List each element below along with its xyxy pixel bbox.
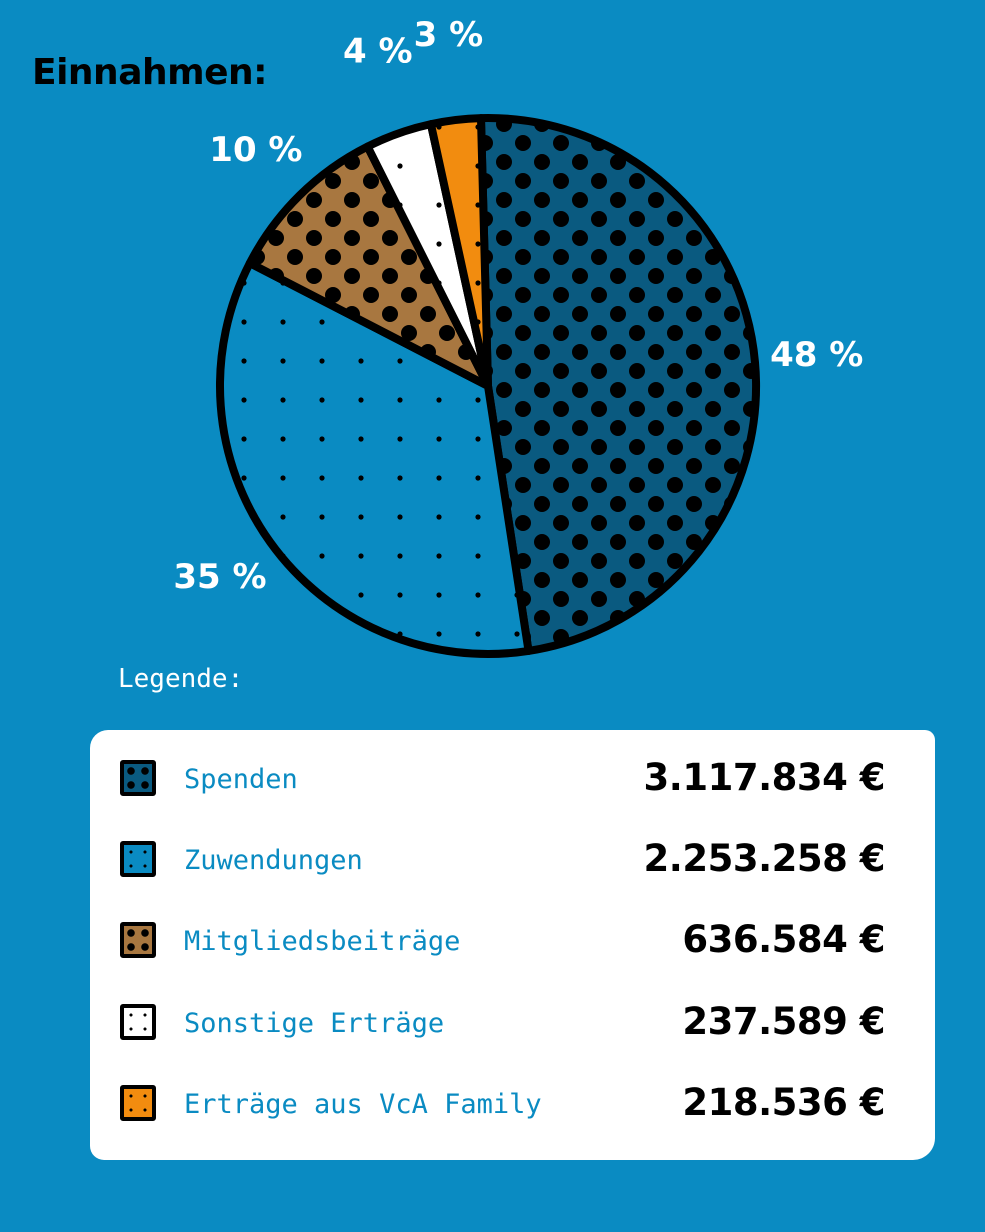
legend-item-mitgliedsbeitraege: Mitgliedsbeiträge 636.584 € — [120, 918, 885, 964]
legend-item-spenden: Spenden 3.117.834 € — [120, 756, 886, 802]
legend-label: Mitgliedsbeiträge — [184, 926, 461, 957]
legend-label: Spenden — [184, 764, 298, 795]
legend-label: Erträge aus VcA Family — [184, 1089, 542, 1120]
legend-label: Sonstige Erträge — [184, 1008, 445, 1039]
legend-amount: 2.253.258 € — [643, 837, 886, 880]
legend-amount: 636.584 € — [682, 918, 885, 961]
pie-percent-label-zuwendungen: 35 % — [173, 557, 266, 597]
legend-heading: Legende: — [118, 664, 244, 694]
pie-percent-labels: 48 % 35 % 10 % 4 % 3 % — [173, 15, 863, 597]
legend-swatch-sonstige-ertraege — [120, 1004, 156, 1040]
pie-slice-mitgliedsbeitraege-pattern — [245, 142, 492, 390]
legend-card — [90, 730, 935, 1160]
legend-swatch-spenden — [120, 760, 156, 796]
legend-amount: 237.589 € — [682, 1000, 885, 1043]
legend-swatch-mitgliedsbeitraege — [120, 922, 156, 958]
pie-percent-label-mitgliedsbeitraege: 10 % — [209, 130, 302, 170]
legend-amount: 218.536 € — [682, 1081, 885, 1124]
pie-percent-label-spenden: 48 % — [770, 335, 863, 375]
legend-amount: 3.117.834 € — [643, 756, 886, 799]
pie-chart: 48 % 35 % 10 % 4 % 3 % — [173, 15, 863, 659]
pie-slice-zuwendungen-pattern — [216, 259, 533, 659]
pie-slice-ertraege-aus-vca-family-pattern — [426, 114, 492, 390]
pie-percent-label-ertraege-aus-vca-family: 3 % — [414, 15, 484, 55]
pie-slice-spenden-pattern — [476, 114, 761, 655]
legend-item-vca-family: Erträge aus VcA Family 218.536 € — [120, 1081, 885, 1127]
pie-percent-label-sonstige-ertraege: 4 % — [343, 31, 413, 71]
legend-label: Zuwendungen — [184, 845, 363, 876]
legend-item-zuwendungen: Zuwendungen 2.253.258 € — [120, 837, 886, 883]
legend-item-sonstige-ertraege: Sonstige Erträge 237.589 € — [120, 1000, 885, 1046]
chart-title: Einnahmen: — [32, 52, 268, 93]
legend-swatch-vca-family — [120, 1085, 156, 1121]
pie-slices — [216, 114, 761, 659]
legend-swatch-zuwendungen — [120, 841, 156, 877]
